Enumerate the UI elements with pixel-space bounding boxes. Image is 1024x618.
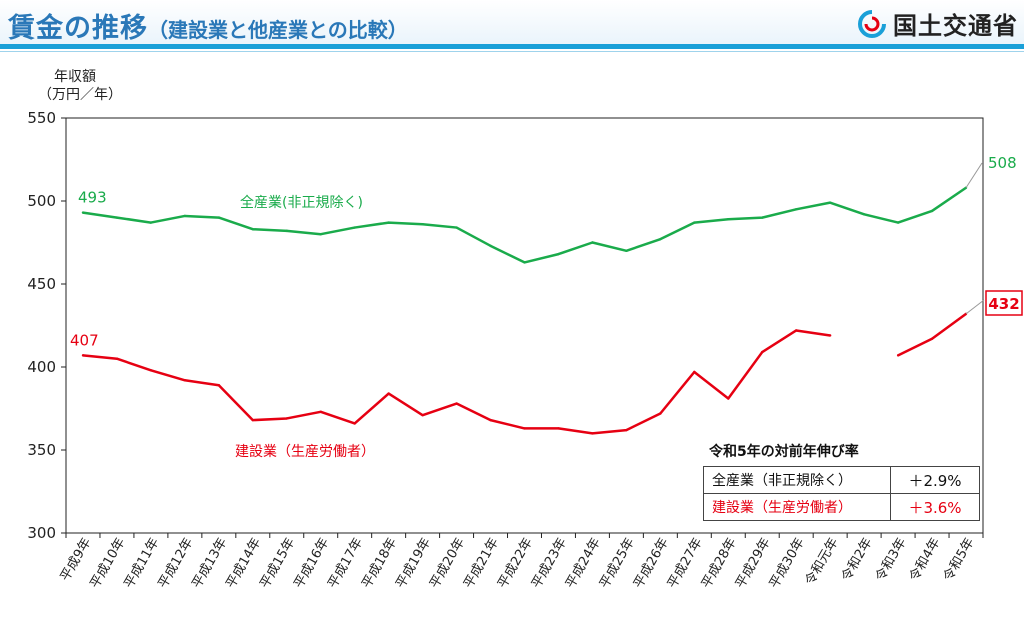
data-label-end-construction: 432 (988, 295, 1019, 313)
series-point-0 (727, 218, 730, 221)
series-point-1 (523, 427, 526, 430)
series-point-0 (115, 216, 119, 219)
series-point-1 (930, 337, 934, 340)
y-tick-label: 300 (27, 524, 56, 542)
series-line-1 (82, 329, 831, 435)
series-point-1 (387, 392, 390, 395)
series-point-0 (421, 223, 424, 226)
series-point-0 (523, 261, 526, 264)
series-point-0 (217, 216, 221, 219)
series-point-1 (285, 417, 288, 420)
series-name-all: 全産業(非正規除く) (240, 194, 363, 211)
y-tick-label: 400 (27, 358, 56, 376)
mlit-logo-icon (858, 9, 886, 38)
series-point-0 (251, 228, 254, 231)
y-tick-label: 550 (27, 109, 56, 127)
series-point-1 (828, 334, 832, 337)
series-point-1 (353, 422, 356, 425)
series-point-0 (81, 211, 85, 214)
series-point-1 (693, 370, 696, 374)
callout-line-all (965, 162, 983, 188)
x-tick-label: 平成9年 (58, 536, 95, 584)
header-rule (0, 44, 1024, 49)
series-point-0 (183, 214, 187, 218)
growth-row-construction: 建設業（生産労働者） ＋3.6% (703, 493, 980, 521)
growth-label-construction: 建設業（生産労働者） (703, 493, 891, 521)
growth-row-all: 全産業（非正規除く） ＋2.9% (703, 466, 980, 494)
series-name-construction: 建設業（生産労働者） (235, 444, 375, 460)
growth-table: 全産業（非正規除く） ＋2.9% 建設業（生産労働者） ＋3.6% (703, 466, 980, 521)
title-main: 賃金の推移 (8, 13, 148, 44)
series-point-0 (930, 209, 934, 213)
growth-value-construction: ＋3.6% (890, 493, 980, 521)
series-point-0 (659, 237, 662, 241)
logo: 国土交通省 (857, 6, 1018, 41)
x-tick-label: 令和元年 (803, 536, 842, 589)
x-tick-label: 令和3年 (873, 536, 910, 584)
series-point-0 (353, 226, 356, 229)
series-point-1 (319, 410, 322, 414)
series-point-1 (81, 354, 85, 357)
growth-value-all: ＋2.9% (890, 466, 980, 494)
series-point-1 (625, 428, 628, 432)
series-point-1 (115, 357, 119, 360)
x-tick-label: 令和4年 (907, 536, 944, 584)
series-point-1 (183, 379, 187, 382)
series-point-0 (761, 216, 764, 219)
growth-table-title: 令和5年の対前年伸び率 (709, 444, 859, 460)
logo-text: 国土交通省 (893, 12, 1018, 40)
series-point-0 (693, 221, 696, 224)
series-point-0 (455, 226, 458, 229)
series-line-1 (897, 312, 967, 357)
growth-label-all: 全産業（非正規除く） (703, 466, 891, 494)
series-point-1 (455, 402, 458, 405)
data-label-end-all: 508 (988, 154, 1017, 172)
series-point-1 (761, 350, 764, 354)
callout-line-construction (965, 299, 985, 315)
series-point-1 (251, 418, 254, 422)
series-point-0 (591, 241, 594, 244)
series-point-0 (625, 249, 628, 252)
series-point-1 (557, 427, 560, 430)
y-tick-label: 500 (27, 192, 56, 210)
series-point-0 (557, 252, 560, 256)
page-title: 賃金の推移（建設業と他産業との比較） (8, 6, 408, 45)
x-tick-label: 令和5年 (941, 536, 978, 584)
plot-frame (65, 117, 984, 534)
header-rule-thin (0, 51, 1024, 52)
y-tick-label: 350 (27, 441, 56, 459)
series-point-0 (795, 208, 798, 211)
series-point-0 (319, 233, 322, 236)
data-label-end-box (985, 290, 1023, 316)
header-band (0, 0, 1024, 44)
y-tick-label: 450 (27, 275, 56, 293)
series-point-1 (727, 397, 730, 400)
series-point-1 (149, 369, 153, 372)
series-point-0 (896, 221, 900, 224)
series-point-0 (149, 221, 153, 224)
series-point-0 (285, 229, 288, 233)
series-point-0 (387, 221, 390, 224)
series-point-0 (828, 201, 832, 204)
series-point-1 (591, 432, 594, 435)
series-point-0 (862, 213, 866, 216)
series-point-1 (489, 418, 492, 422)
data-label-start-all: 493 (78, 189, 107, 207)
data-label-start-construction: 407 (70, 331, 99, 349)
y-axis-title-line2: （万円／年） (38, 87, 122, 103)
series-point-1 (421, 413, 424, 417)
page-subtitle: （建設業と他産業との比較） (148, 18, 408, 42)
series-point-0 (489, 244, 492, 248)
y-axis-title-line1: 年収額 (54, 69, 96, 85)
series-point-1 (896, 354, 900, 357)
y-axis-title: 年収額 （万円／年） (38, 68, 122, 104)
series-point-1 (217, 384, 221, 387)
series-point-1 (659, 412, 662, 415)
series-point-1 (795, 329, 798, 332)
series-line-0 (82, 186, 967, 264)
x-tick-label: 令和2年 (839, 536, 876, 584)
